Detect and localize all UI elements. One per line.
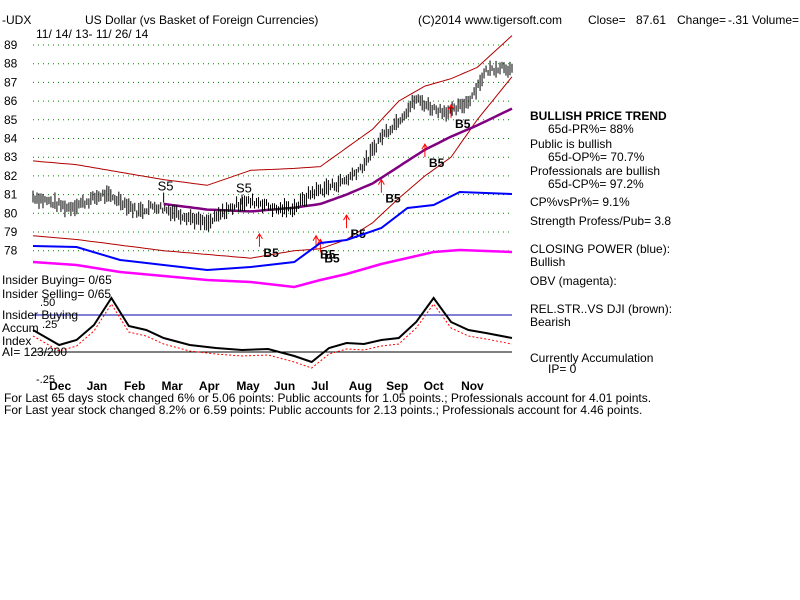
buy-arrow-head (377, 178, 385, 185)
y-tick-labels: 78 79 80 81 82 83 84 85 86 87 88 89 (4, 38, 18, 258)
closing-power-title: CLOSING POWER (blue): (530, 242, 671, 256)
y-tick-label: 79 (4, 225, 18, 239)
buy-arrow-head (421, 143, 429, 150)
month-label: Jun (274, 379, 295, 393)
y-tick-label: 87 (4, 75, 18, 89)
month-label: Oct (424, 379, 444, 393)
month-label: Sep (386, 379, 408, 393)
insider-buying: Insider Buying= 0/65 (2, 273, 112, 287)
closing-power-line (32, 190, 513, 272)
strength-value: Strength Profess/Pub= 3.8 (530, 214, 672, 228)
ai-bottom-label: -.25 (36, 374, 55, 386)
buy-arrow-head (256, 232, 263, 240)
month-label: Jan (87, 379, 108, 393)
buy-arrow-head (312, 234, 320, 241)
op-value: 65d-OP%= 70.7% (548, 150, 645, 164)
sell-signal-label: S5 (236, 180, 252, 195)
y-tick-label: 85 (4, 113, 18, 127)
symbol: -UDX (2, 13, 32, 27)
y-tick-label: 78 (4, 244, 18, 258)
copyright: (C)2014 www.tigersoft.com (418, 13, 563, 27)
ip-value: IP= 0 (548, 362, 577, 376)
obv-line (32, 248, 513, 289)
trend-title: BULLISH PRICE TREND (530, 109, 667, 123)
sell-signal-label: S5 (158, 179, 174, 194)
lower-band (32, 76, 513, 259)
y-tick-label: 80 (4, 206, 18, 220)
obv (32, 248, 513, 289)
pr-value: 65d-PR%= 88% (548, 122, 634, 136)
price-bars (32, 60, 513, 232)
month-label: May (236, 379, 260, 393)
chart-grid (33, 44, 512, 252)
moving-average (163, 107, 513, 213)
buy-signal-label: B5 (320, 248, 336, 262)
ai-mid-label: .25 (42, 319, 58, 331)
y-tick-label: 86 (4, 94, 18, 108)
bollinger-bands (32, 35, 513, 259)
month-label: Dec (49, 379, 71, 393)
month-label: Apr (199, 379, 220, 393)
buy-signal-label: B5 (263, 246, 279, 260)
month-label: Nov (461, 379, 484, 393)
volume-label: Volume= (752, 13, 800, 27)
ai-ma-line (32, 303, 513, 369)
close-label: Close= (588, 13, 626, 27)
closing-power (32, 190, 513, 272)
month-label: Aug (349, 379, 372, 393)
relstr-value: Bearish (530, 315, 571, 329)
ai-value: AI= 123/200 (2, 345, 68, 359)
cpvspr-value: CP%vsPr%= 9.1% (530, 195, 630, 209)
y-tick-label: 82 (4, 169, 18, 183)
y-tick-label: 83 (4, 150, 18, 164)
insider-selling: Insider Selling= 0/65 (2, 287, 112, 301)
pros-title: Professionals are bullish (530, 164, 661, 178)
public-title: Public is bullish (530, 137, 613, 151)
ai-line (32, 296, 513, 364)
change-value: -.31 (728, 13, 749, 27)
buy-signal-label: B5 (455, 117, 471, 131)
buy-arrow-head (447, 103, 455, 111)
date-range: 11/ 14/ 13- 11/ 26/ 14 (36, 27, 149, 41)
close-value: 87.61 (636, 13, 667, 27)
month-label: Mar (161, 379, 183, 393)
footer-line-1: For Last 65 days stock changed 6% or 5.0… (4, 391, 652, 405)
buy-signal-label: B5 (429, 156, 445, 170)
month-labels: Dec Jan Feb Mar Apr May Jun Jul Aug Sep Oct Nov (49, 379, 484, 393)
month-label: Feb (124, 379, 145, 393)
month-label: Jul (311, 379, 328, 393)
accum-label-2: Accum (2, 321, 39, 335)
change-label: Change= (677, 13, 727, 27)
accum-label-3: Index (2, 334, 32, 348)
upper-band (32, 35, 513, 186)
instrument-name: US Dollar (vs Basket of Foreign Currenci… (85, 13, 319, 27)
footer-line-2: For Last year stock changed 8.2% or 6.59… (4, 403, 643, 417)
accum-title: Currently Accumulation (530, 351, 654, 365)
ai-top-label: .50 (40, 297, 56, 309)
y-tick-label: 88 (4, 57, 18, 71)
y-tick-label: 89 (4, 38, 18, 52)
accum-label-1: Insider Buying (2, 308, 79, 322)
accumulation-index-panel (32, 296, 513, 369)
relstr-title: REL.STR..VS DJI (brown): (530, 302, 673, 316)
y-tick-label: 81 (4, 188, 18, 202)
cp-value: 65d-CP%= 97.2% (548, 177, 644, 191)
buy-signal-label: B5 (385, 192, 401, 206)
closing-power-value: Bullish (530, 255, 566, 269)
y-tick-label: 84 (4, 132, 18, 146)
obv-title: OBV (magenta): (530, 274, 617, 288)
moving-average-line (163, 107, 513, 213)
buy-arrow-head (343, 214, 350, 221)
buy-signal-label: B5 (324, 251, 340, 265)
